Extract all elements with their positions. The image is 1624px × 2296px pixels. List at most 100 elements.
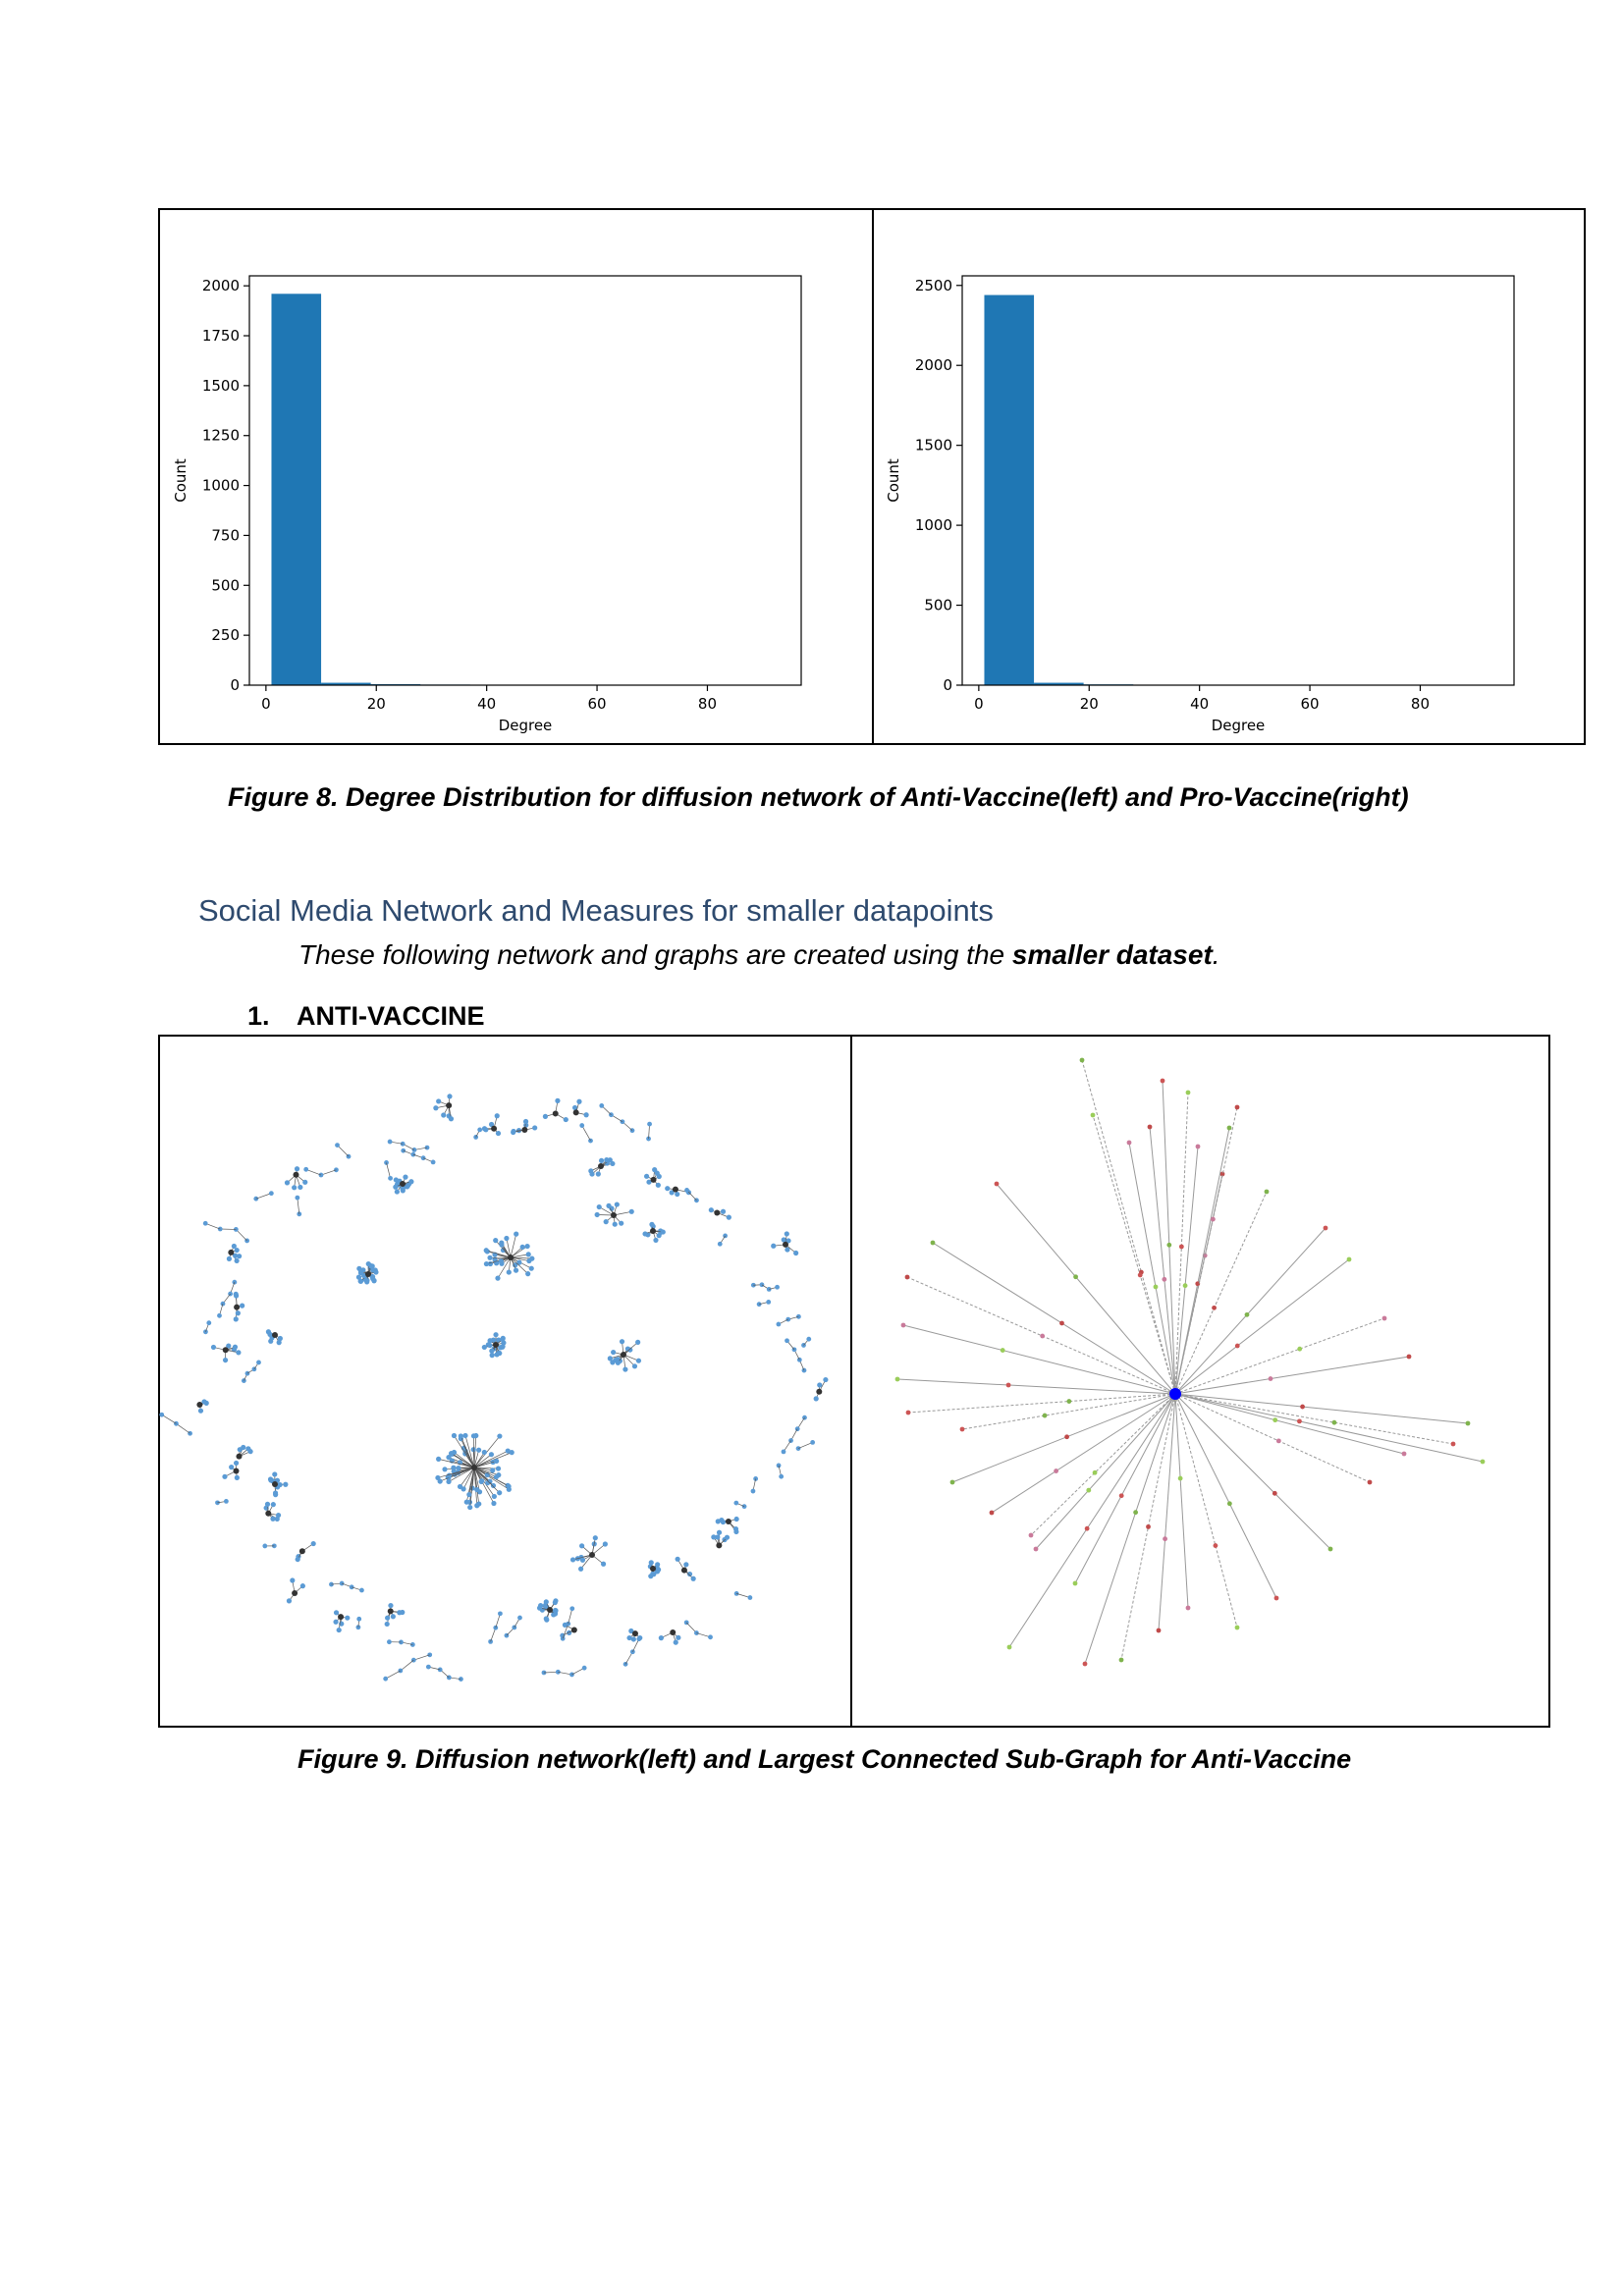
anti-xtick-label-3: 60: [588, 695, 607, 713]
network-component: [756, 1299, 772, 1308]
network-component: [253, 1191, 274, 1201]
section-heading: Social Media Network and Measures for sm…: [198, 893, 994, 928]
pro-plot-frame: [961, 275, 1515, 686]
network-component: [708, 1207, 731, 1220]
subgraph-edge: [1006, 1393, 1176, 1650]
subgraph-edge: [989, 1393, 1176, 1516]
network-component: [303, 1166, 339, 1178]
network-component: [541, 1665, 587, 1678]
network-component: [579, 1123, 593, 1144]
subgraph-edge: [1174, 1393, 1333, 1552]
network-cluster-hub: [435, 1432, 514, 1511]
subgraph-edge: [930, 1240, 1176, 1395]
subgraph-edge: [904, 1274, 1176, 1395]
network-component: [217, 1279, 238, 1318]
network-component: [771, 1231, 799, 1256]
pro-bar-0: [984, 294, 1035, 685]
largest-connected-subgraph: [894, 1057, 1486, 1667]
pro-ytick-label-4: 2000: [915, 356, 952, 374]
network-component: [511, 1118, 538, 1136]
anti-xtick-label-4: 80: [698, 695, 717, 713]
network-cluster: [393, 1174, 414, 1195]
subgraph-edge: [1174, 1171, 1225, 1395]
subgraph-edge: [949, 1393, 1176, 1485]
subgraph-edge: [1174, 1393, 1486, 1465]
network-cluster: [594, 1201, 634, 1227]
network-component: [801, 1336, 812, 1348]
subgraph-edge: [1174, 1090, 1191, 1395]
network-component: [715, 1516, 739, 1535]
network-component: [286, 1577, 305, 1604]
network-cluster: [536, 1598, 559, 1623]
network-component: [355, 1616, 362, 1630]
network-component: [215, 1499, 229, 1506]
network-component: [284, 1166, 308, 1191]
subgraph-edge: [1174, 1393, 1279, 1601]
network-component: [222, 1460, 240, 1480]
pro-xtick-label-0: 0: [974, 695, 984, 713]
network-component: [329, 1580, 364, 1593]
network-component: [233, 1291, 245, 1322]
network-cluster: [607, 1339, 642, 1372]
anti-xtick-label-0: 0: [261, 695, 271, 713]
anti-ytick-label-0: 0: [230, 676, 240, 694]
section-intro-bold: smaller dataset: [1011, 939, 1213, 970]
pro-ytick-label-3: 1500: [915, 437, 952, 454]
network-component: [263, 1501, 282, 1522]
network-component: [203, 1320, 212, 1335]
network-cluster: [267, 1471, 289, 1498]
subgraph-edge: [1174, 1393, 1456, 1447]
subgraph-edge: [1174, 1354, 1412, 1395]
anti-ytick-label-1: 250: [211, 626, 240, 644]
network-component: [196, 1399, 209, 1414]
network-component: [236, 1444, 253, 1460]
pro-xtick-label-2: 40: [1190, 695, 1209, 713]
pro-xlabel: Degree: [1212, 717, 1266, 734]
network-component: [571, 1098, 589, 1118]
pro-xtick-label-4: 80: [1411, 695, 1430, 713]
list-number: 1.: [247, 1001, 270, 1031]
subgraph-edge: [1118, 1393, 1176, 1663]
histogram-pro-vaccine: 0 20 40 60 80 0 500 1000 1500 2000 2500 Degree Count: [885, 275, 1515, 734]
anti-ytick-label-7: 1750: [202, 327, 240, 345]
subgraph-edge: [1174, 1104, 1240, 1395]
network-component: [750, 1476, 759, 1494]
network-cluster: [483, 1231, 535, 1281]
network-cluster: [569, 1535, 608, 1572]
subgraph-edge: [1160, 1078, 1176, 1395]
anti-ytick-label-8: 2000: [202, 277, 240, 294]
network-component: [717, 1233, 728, 1247]
pro-ylabel: Count: [885, 458, 902, 503]
network-component: [733, 1590, 753, 1600]
network-component: [675, 1556, 696, 1581]
anti-ylabel: Count: [172, 458, 189, 503]
subgraph-edge: [1174, 1393, 1373, 1485]
subgraph-edge: [1174, 1393, 1471, 1426]
subgraph-edge: [894, 1376, 1176, 1395]
network-component: [384, 1160, 393, 1181]
anti-ytick-label-6: 1500: [202, 377, 240, 395]
network-component: [542, 1097, 568, 1123]
section-intro: These following network and graphs are c…: [298, 939, 1220, 971]
network-component: [210, 1343, 242, 1363]
network-component: [776, 1463, 785, 1479]
network-component: [795, 1439, 816, 1451]
subgraph-edge: [1174, 1393, 1191, 1611]
network-component: [473, 1127, 483, 1140]
anti-xtick-label-1: 20: [367, 695, 386, 713]
network-cluster: [588, 1156, 616, 1177]
subgraph-edge: [1174, 1225, 1328, 1395]
anti-xtick-label-2: 40: [477, 695, 496, 713]
network-component: [684, 1187, 699, 1203]
anti-ytick-label-5: 1250: [202, 427, 240, 445]
subgraph-edge: [959, 1393, 1176, 1432]
network-component: [599, 1102, 635, 1134]
network-component: [646, 1121, 652, 1142]
anti-ytick-label-4: 1000: [202, 477, 240, 495]
network-component: [387, 1139, 430, 1152]
network-component: [202, 1220, 250, 1244]
network-component: [383, 1652, 433, 1682]
pro-ytick-label-1: 500: [924, 597, 952, 614]
subgraph-edge: [1174, 1315, 1387, 1395]
histogram-anti-vaccine: 0 20 40 60 80 0 250 500 750 1000 1250 1500 1750 2000 D…: [172, 275, 802, 734]
